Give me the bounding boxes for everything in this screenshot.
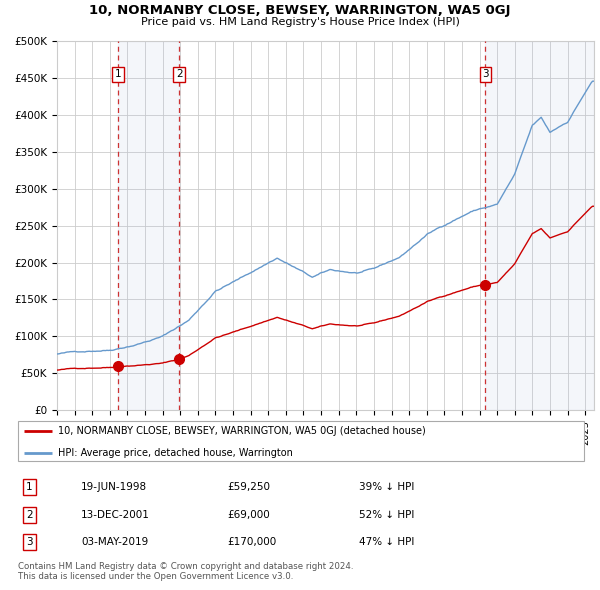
Text: £170,000: £170,000 xyxy=(227,537,276,547)
Text: 3: 3 xyxy=(482,70,489,80)
Text: 10, NORMANBY CLOSE, BEWSEY, WARRINGTON, WA5 0GJ: 10, NORMANBY CLOSE, BEWSEY, WARRINGTON, … xyxy=(89,4,511,17)
FancyBboxPatch shape xyxy=(18,421,584,461)
Text: 47% ↓ HPI: 47% ↓ HPI xyxy=(359,537,414,547)
Text: 1: 1 xyxy=(115,70,121,80)
Text: Contains HM Land Registry data © Crown copyright and database right 2024.
This d: Contains HM Land Registry data © Crown c… xyxy=(18,562,353,581)
Text: 2: 2 xyxy=(26,510,32,520)
Text: 13-DEC-2001: 13-DEC-2001 xyxy=(81,510,150,520)
Text: 19-JUN-1998: 19-JUN-1998 xyxy=(81,483,147,493)
Bar xyxy=(118,41,179,410)
Text: £59,250: £59,250 xyxy=(227,483,270,493)
Text: 03-MAY-2019: 03-MAY-2019 xyxy=(81,537,148,547)
Text: 3: 3 xyxy=(26,537,32,547)
Text: 39% ↓ HPI: 39% ↓ HPI xyxy=(359,483,414,493)
Text: 2: 2 xyxy=(176,70,182,80)
Text: 10, NORMANBY CLOSE, BEWSEY, WARRINGTON, WA5 0GJ (detached house): 10, NORMANBY CLOSE, BEWSEY, WARRINGTON, … xyxy=(58,427,426,436)
Text: £69,000: £69,000 xyxy=(227,510,270,520)
Text: 1: 1 xyxy=(26,483,32,493)
Text: Price paid vs. HM Land Registry's House Price Index (HPI): Price paid vs. HM Land Registry's House … xyxy=(140,17,460,27)
Text: 52% ↓ HPI: 52% ↓ HPI xyxy=(359,510,414,520)
Text: HPI: Average price, detached house, Warrington: HPI: Average price, detached house, Warr… xyxy=(58,448,293,458)
Bar xyxy=(485,41,594,410)
